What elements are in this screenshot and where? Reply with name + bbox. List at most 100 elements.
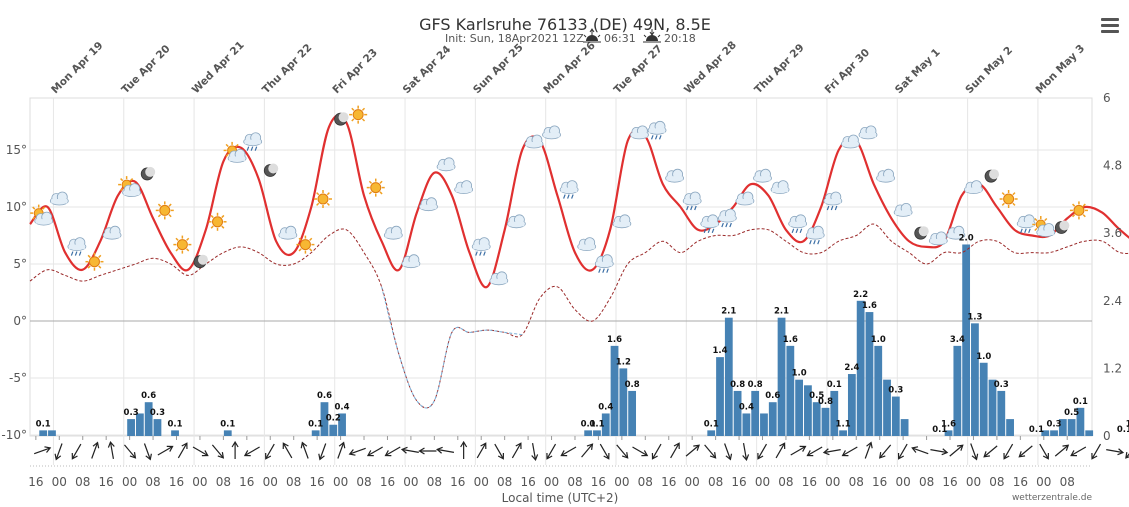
precip-value-label: 0.1 bbox=[220, 419, 235, 429]
precip-value-label: 0.3 bbox=[124, 408, 139, 418]
precip-bar bbox=[329, 424, 338, 436]
wind-shaft bbox=[1126, 444, 1129, 458]
wind-arrow bbox=[757, 443, 768, 460]
y-right-tick: 2.4 bbox=[1103, 294, 1122, 308]
cloud-icon bbox=[436, 157, 456, 172]
x-axis-title: Local time (UTC+2) bbox=[502, 491, 619, 505]
wind-arrow bbox=[460, 440, 468, 459]
cloud-icon bbox=[102, 225, 122, 240]
wind-head bbox=[621, 452, 629, 459]
rain-drop bbox=[563, 194, 566, 199]
wind-head bbox=[586, 443, 594, 450]
wind-shaft bbox=[245, 446, 260, 456]
wind-head bbox=[436, 446, 443, 454]
precip-bar bbox=[716, 357, 724, 436]
precip-value-label: 1.1 bbox=[1126, 419, 1129, 429]
x-tick: 08 bbox=[427, 475, 442, 489]
x-tick: 00 bbox=[544, 475, 559, 489]
wind-arrow bbox=[651, 443, 662, 460]
cloud-fill bbox=[631, 132, 648, 138]
wind-head bbox=[673, 442, 680, 450]
moon-icon bbox=[1054, 220, 1070, 234]
day-date: Apr 25 bbox=[490, 41, 526, 77]
precip-bar bbox=[144, 402, 153, 436]
x-tick: 00 bbox=[895, 475, 910, 489]
wind-head bbox=[799, 445, 807, 452]
wind-arrow bbox=[384, 446, 401, 457]
wind-arrow bbox=[599, 443, 610, 460]
cloud-fill bbox=[508, 221, 525, 227]
x-tick: 08 bbox=[708, 475, 723, 489]
sun-ray bbox=[1072, 214, 1076, 218]
wind-head bbox=[971, 453, 979, 461]
wind-head bbox=[693, 444, 700, 451]
wind-shaft bbox=[1019, 445, 1033, 457]
precip-value-label: 1.6 bbox=[607, 335, 622, 345]
cloud-fill bbox=[385, 233, 402, 238]
cloud-rain-icon bbox=[1016, 214, 1036, 234]
sun-cloud-icon bbox=[1032, 216, 1056, 237]
cloud-rain-icon bbox=[471, 237, 491, 256]
day-date: Apr 29 bbox=[771, 42, 807, 78]
credit-link[interactable]: wetterzentrale.de bbox=[1012, 493, 1093, 503]
x-tick: 16 bbox=[169, 475, 184, 489]
day-weekday: Sat Apr 24 bbox=[401, 43, 454, 96]
cloud-fill bbox=[807, 233, 824, 238]
day-weekday: Tue Apr 27 bbox=[612, 43, 665, 96]
rain-drop bbox=[602, 268, 605, 273]
wind-head bbox=[300, 441, 308, 449]
cloud-fill bbox=[1037, 230, 1054, 235]
precip-value-label: 0.8 bbox=[730, 380, 745, 390]
wind-shaft bbox=[930, 449, 947, 453]
precip-value-label: 0.3 bbox=[888, 386, 903, 396]
wind-arrow bbox=[71, 443, 82, 460]
wind-head bbox=[911, 446, 919, 453]
cloud-icon bbox=[278, 225, 298, 240]
sun-ray bbox=[157, 203, 162, 207]
cloud-fill bbox=[930, 238, 947, 244]
cloud-fill bbox=[438, 164, 455, 170]
precip-bar bbox=[153, 419, 162, 436]
wind-head bbox=[546, 452, 553, 460]
x-tick: 16 bbox=[450, 475, 465, 489]
wind-head bbox=[418, 447, 425, 455]
cloud-fill bbox=[543, 132, 560, 138]
wind-head bbox=[400, 446, 408, 454]
wind-shaft bbox=[843, 446, 858, 456]
wind-head bbox=[725, 453, 733, 461]
y-right-tick: 6 bbox=[1103, 91, 1111, 105]
x-tick: 00 bbox=[614, 475, 629, 489]
wind-arrow bbox=[318, 443, 327, 461]
wind-shaft bbox=[949, 445, 963, 457]
chart-subtitle: Init: Sun, 18Apr2021 12Z 06:31 20:18 bbox=[445, 28, 696, 45]
x-tick: 08 bbox=[216, 475, 231, 489]
x-tick: 08 bbox=[778, 475, 793, 489]
wind-head bbox=[515, 442, 522, 450]
day-label: Sun May 2 bbox=[963, 44, 1015, 96]
sun-ray bbox=[368, 191, 373, 195]
wind-head bbox=[560, 450, 568, 457]
precip-value-label: 0.8 bbox=[625, 380, 640, 390]
day-date: Apr 22 bbox=[278, 42, 314, 78]
precip-bar bbox=[997, 390, 1006, 436]
cloud-fill bbox=[596, 261, 613, 267]
wind-shaft bbox=[494, 443, 504, 459]
wind-shaft bbox=[91, 443, 98, 459]
precip-bar bbox=[874, 345, 883, 436]
wind-shaft bbox=[704, 444, 716, 458]
day-weekday: Mon May 3 bbox=[1034, 43, 1088, 97]
sun-ray bbox=[157, 214, 162, 218]
wind-shaft bbox=[402, 449, 419, 453]
sun-ray bbox=[235, 143, 239, 148]
hamburger-menu-icon[interactable] bbox=[1099, 16, 1121, 36]
precip-value-label: 1.6 bbox=[862, 301, 877, 311]
wind-arrow bbox=[822, 448, 841, 456]
wind-shaft bbox=[879, 444, 892, 458]
precip-bar bbox=[593, 430, 601, 436]
wind-arrow bbox=[1018, 445, 1033, 458]
wind-head bbox=[983, 451, 990, 458]
wind-head bbox=[480, 442, 487, 450]
wind-arrow bbox=[742, 443, 750, 462]
precip-bar bbox=[601, 413, 610, 436]
precip-value-label: 0.1 bbox=[589, 419, 604, 429]
